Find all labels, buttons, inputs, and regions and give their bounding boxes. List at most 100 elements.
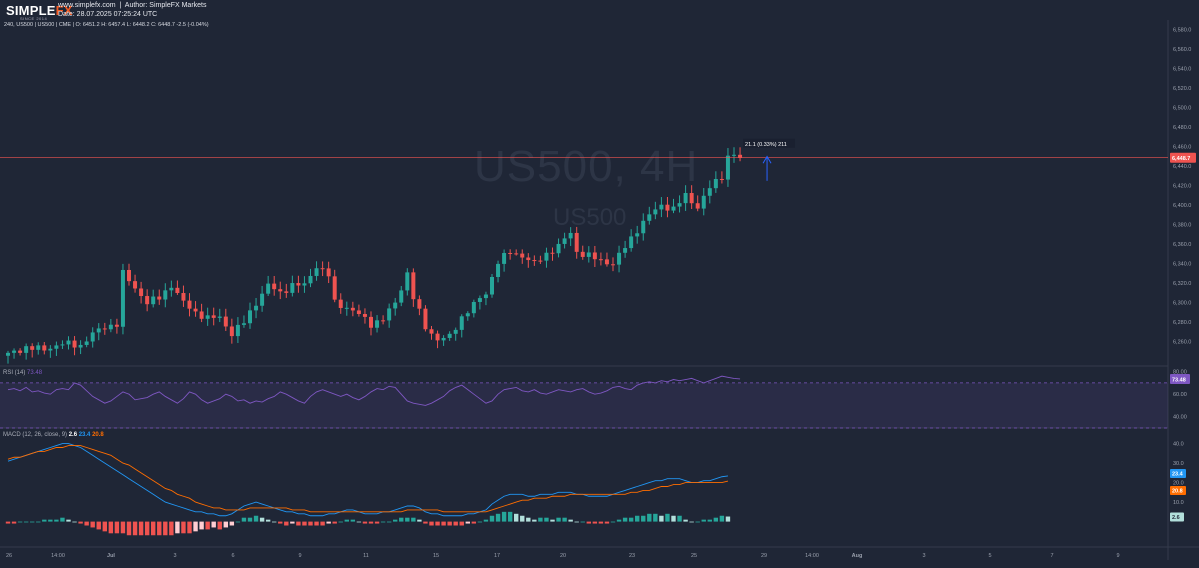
candle-body xyxy=(707,188,712,196)
candle-body xyxy=(54,345,59,349)
logo-text: SIMPLE xyxy=(6,3,56,18)
macd-histogram-bar xyxy=(423,521,428,524)
macd-histogram-bar xyxy=(374,521,380,524)
candle-body xyxy=(550,252,555,254)
rsi-band xyxy=(0,382,1168,428)
candle-body xyxy=(514,253,519,255)
macd-histogram-bar xyxy=(90,521,95,528)
candle-body xyxy=(199,311,204,319)
candle-body xyxy=(483,294,488,299)
candle-body xyxy=(423,308,428,330)
macd-histogram-bar xyxy=(326,521,331,524)
macd-histogram-bar xyxy=(677,515,682,522)
macd-histogram-bar xyxy=(725,516,731,522)
macd-histogram-bar xyxy=(181,521,186,534)
macd-histogram-bar xyxy=(23,521,29,523)
candle-body xyxy=(248,310,252,324)
macd-line xyxy=(7,443,729,517)
macd-histogram-bar xyxy=(223,521,228,528)
candle-body xyxy=(108,324,113,330)
candle-body xyxy=(127,269,131,282)
macd-histogram-bar xyxy=(5,521,11,524)
candle-body xyxy=(284,291,289,293)
price-tick-label: 6,360.0 xyxy=(1173,242,1191,248)
macd-histogram-bar xyxy=(187,521,192,534)
time-tick-label: 20 xyxy=(560,553,566,559)
macd-histogram-bar xyxy=(641,515,646,522)
macd-histogram-bar xyxy=(441,521,446,526)
candle-body xyxy=(725,155,730,180)
macd-histogram-bar xyxy=(386,521,392,523)
candle-body xyxy=(96,328,101,333)
candle-body xyxy=(580,251,585,257)
author: Author: SimpleFX Markets xyxy=(124,2,207,9)
candle-body xyxy=(429,329,434,334)
candle-body xyxy=(598,259,603,261)
watermark-main: US500, 4H xyxy=(474,142,699,191)
macd-histogram-bar xyxy=(42,519,47,522)
annotation-bg xyxy=(743,138,796,148)
price-tick-label: 6,420.0 xyxy=(1173,184,1191,190)
macd-histogram-bar xyxy=(48,519,53,522)
macd-histogram-bar xyxy=(628,517,634,522)
macd-histogram-bar xyxy=(435,521,440,526)
candle-body xyxy=(381,320,386,322)
macd-histogram-bar xyxy=(453,521,458,526)
candle-body xyxy=(332,276,337,300)
macd-histogram-bar xyxy=(126,521,132,536)
rsi-value-tag-label: 73.48 xyxy=(1172,377,1186,383)
logo-fx: FX xyxy=(55,3,73,18)
macd-signal-line xyxy=(7,445,729,513)
candle-body xyxy=(163,290,168,300)
candle-body xyxy=(393,302,398,309)
candle-body xyxy=(629,236,634,249)
candle-body xyxy=(447,333,452,338)
macd-histogram-bar xyxy=(544,517,549,522)
macd-histogram-bar xyxy=(84,521,89,526)
candle-body xyxy=(290,283,295,293)
time-tick-label: 26 xyxy=(6,553,12,559)
candle-body xyxy=(60,344,65,346)
macd-histogram-bar xyxy=(653,513,658,522)
macd-histogram-bar xyxy=(689,521,694,523)
macd-histogram-bar xyxy=(616,519,622,522)
candle-body xyxy=(465,313,470,317)
candle-body xyxy=(235,324,240,337)
candle-body xyxy=(635,233,640,237)
simplefx-logo: SIMPLEFX xyxy=(6,3,73,18)
macd-histogram-bar xyxy=(483,519,489,522)
candle-body xyxy=(592,252,597,260)
candle-body xyxy=(145,296,150,305)
macd-histogram-bar xyxy=(332,521,337,524)
macd-histogram-bar xyxy=(284,521,289,526)
macd-value-tag xyxy=(1170,486,1186,496)
time-tick-label: 29 xyxy=(761,553,767,559)
last-price-label: 6,448.7 xyxy=(1172,156,1190,162)
time-tick-label: 14:00 xyxy=(51,553,65,559)
macd-histogram-bar xyxy=(199,521,204,530)
macd-tick-label: 40.0 xyxy=(1173,442,1184,448)
macd-hist-tag-label: 2.6 xyxy=(1172,515,1180,521)
price-tick-label: 6,400.0 xyxy=(1173,203,1191,209)
macd-histogram-bar xyxy=(259,517,265,522)
macd-histogram-bar xyxy=(489,515,495,522)
price-tick-label: 6,540.0 xyxy=(1173,67,1191,73)
candle-body xyxy=(223,316,228,327)
macd-histogram-bar xyxy=(36,521,41,523)
macd-histogram-bar xyxy=(695,521,700,523)
macd-histogram-bar xyxy=(132,521,138,536)
candle-body xyxy=(665,204,670,211)
macd-histogram-bar xyxy=(671,515,676,522)
macd-tick-label: 20.0 xyxy=(1173,481,1184,487)
macd-tick-label: 30.0 xyxy=(1173,461,1184,467)
candle-body xyxy=(586,252,591,257)
time-tick-label: 3 xyxy=(922,553,925,559)
header-site-author: www.simplefx.com | Author: SimpleFX Mark… xyxy=(58,2,207,9)
macd-histogram-bar xyxy=(120,521,126,534)
logo-subtitle: SINCE 2014 xyxy=(20,16,48,21)
candle-body xyxy=(459,316,464,330)
candle-body xyxy=(217,316,222,318)
macd-histogram-bar xyxy=(701,519,706,522)
time-tick-label: Aug xyxy=(852,553,863,559)
